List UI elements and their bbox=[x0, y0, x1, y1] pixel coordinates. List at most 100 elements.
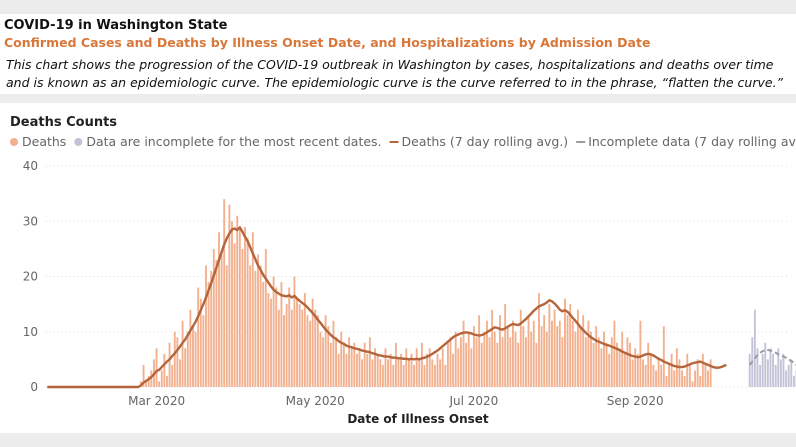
deaths-bar[interactable] bbox=[694, 370, 696, 387]
incomplete-bar[interactable] bbox=[769, 348, 772, 387]
incomplete-bar[interactable] bbox=[756, 348, 759, 387]
incomplete-bar[interactable] bbox=[759, 364, 762, 387]
deaths-bar[interactable] bbox=[233, 243, 236, 387]
deaths-bar[interactable] bbox=[168, 342, 171, 387]
deaths-bar[interactable] bbox=[519, 309, 522, 387]
deaths-bar[interactable] bbox=[384, 348, 387, 387]
deaths-bar[interactable] bbox=[660, 364, 663, 387]
deaths-bar[interactable] bbox=[363, 342, 366, 387]
deaths-bar[interactable] bbox=[629, 342, 631, 387]
deaths-bar[interactable] bbox=[558, 320, 561, 387]
deaths-bar[interactable] bbox=[215, 259, 218, 387]
incomplete-bar[interactable] bbox=[792, 375, 795, 387]
deaths-bar[interactable] bbox=[314, 309, 317, 387]
deaths-bar[interactable] bbox=[379, 359, 382, 388]
deaths-bar[interactable] bbox=[392, 364, 395, 387]
deaths-bar[interactable] bbox=[228, 204, 231, 387]
deaths-bar[interactable] bbox=[486, 320, 488, 387]
deaths-bar[interactable] bbox=[176, 337, 179, 387]
deaths-bar[interactable] bbox=[707, 370, 709, 387]
deaths-bar[interactable] bbox=[504, 304, 507, 388]
deaths-bar[interactable] bbox=[223, 199, 226, 387]
deaths-bar[interactable] bbox=[592, 342, 595, 387]
deaths-bar[interactable] bbox=[186, 331, 189, 387]
deaths-bar[interactable] bbox=[366, 353, 369, 387]
deaths-bar[interactable] bbox=[420, 342, 423, 387]
deaths-bar[interactable] bbox=[610, 337, 613, 387]
deaths-bar[interactable] bbox=[642, 359, 644, 388]
deaths-bar[interactable] bbox=[212, 248, 215, 388]
deaths-bar[interactable] bbox=[249, 265, 252, 387]
deaths-bar[interactable] bbox=[426, 353, 429, 387]
deaths-bar[interactable] bbox=[246, 237, 249, 387]
deaths-bar[interactable] bbox=[147, 375, 150, 387]
deaths-bar[interactable] bbox=[428, 348, 431, 387]
deaths-bar[interactable] bbox=[189, 309, 192, 387]
deaths-bar[interactable] bbox=[192, 326, 194, 387]
deaths-bar[interactable] bbox=[454, 331, 457, 387]
deaths-bar[interactable] bbox=[293, 276, 296, 388]
deaths-bar[interactable] bbox=[444, 364, 447, 387]
deaths-bar[interactable] bbox=[678, 359, 681, 388]
deaths-bar[interactable] bbox=[244, 226, 246, 387]
deaths-bar[interactable] bbox=[439, 359, 442, 388]
deaths-bar[interactable] bbox=[446, 342, 449, 387]
deaths-bar[interactable] bbox=[623, 353, 626, 387]
deaths-bar[interactable] bbox=[545, 331, 548, 387]
deaths-bar[interactable] bbox=[418, 359, 421, 388]
deaths-bar[interactable] bbox=[514, 331, 517, 387]
incomplete-bar[interactable] bbox=[779, 359, 782, 388]
deaths-bar[interactable] bbox=[301, 309, 304, 387]
deaths-bar[interactable] bbox=[506, 326, 509, 387]
deaths-bar[interactable] bbox=[142, 364, 145, 387]
deaths-bar[interactable] bbox=[280, 282, 283, 387]
deaths-bar[interactable] bbox=[337, 353, 340, 387]
incomplete-bar[interactable] bbox=[766, 359, 769, 388]
deaths-bar[interactable] bbox=[290, 309, 293, 387]
deaths-bar[interactable] bbox=[324, 315, 327, 387]
deaths-bar[interactable] bbox=[475, 337, 478, 387]
deaths-bar[interactable] bbox=[335, 337, 337, 387]
deaths-bar[interactable] bbox=[431, 359, 434, 388]
deaths-bar[interactable] bbox=[480, 342, 483, 387]
deaths-bar[interactable] bbox=[241, 248, 244, 388]
deaths-bar[interactable] bbox=[613, 320, 616, 387]
deaths-bar[interactable] bbox=[597, 337, 600, 387]
deaths-bar[interactable] bbox=[400, 353, 403, 387]
deaths-bar[interactable] bbox=[415, 348, 418, 387]
deaths-bar[interactable] bbox=[254, 270, 257, 387]
deaths-bar[interactable] bbox=[394, 342, 397, 387]
deaths-bar[interactable] bbox=[621, 331, 624, 387]
deaths-bar[interactable] bbox=[652, 364, 655, 387]
deaths-bar[interactable] bbox=[595, 326, 598, 387]
incomplete-bar[interactable] bbox=[772, 353, 775, 387]
deaths-bar[interactable] bbox=[311, 298, 314, 387]
deaths-bar[interactable] bbox=[551, 320, 553, 387]
deaths-bar[interactable] bbox=[329, 342, 332, 387]
deaths-bar[interactable] bbox=[616, 342, 618, 387]
deaths-bar[interactable] bbox=[218, 232, 220, 387]
deaths-bar[interactable] bbox=[407, 359, 410, 388]
deaths-bar[interactable] bbox=[699, 375, 702, 387]
deaths-bar[interactable] bbox=[553, 309, 556, 387]
deaths-bar[interactable] bbox=[410, 353, 413, 387]
deaths-bar[interactable] bbox=[548, 304, 551, 388]
deaths-bar[interactable] bbox=[202, 315, 205, 387]
deaths-bar[interactable] bbox=[496, 342, 499, 387]
deaths-bar[interactable] bbox=[556, 326, 559, 387]
deaths-bar[interactable] bbox=[603, 331, 605, 387]
deaths-bar[interactable] bbox=[376, 353, 379, 387]
deaths-bar[interactable] bbox=[535, 342, 538, 387]
deaths-bar[interactable] bbox=[340, 331, 343, 387]
deaths-bar[interactable] bbox=[647, 342, 650, 387]
deaths-bar[interactable] bbox=[499, 315, 501, 387]
legend-item-1[interactable]: Data are incomplete for the most recent … bbox=[86, 134, 381, 149]
deaths-bar[interactable] bbox=[691, 381, 694, 387]
deaths-bar[interactable] bbox=[704, 364, 707, 387]
deaths-bar[interactable] bbox=[681, 370, 683, 387]
deaths-bar[interactable] bbox=[657, 359, 660, 388]
deaths-bar[interactable] bbox=[306, 315, 309, 387]
deaths-bar[interactable] bbox=[264, 248, 267, 388]
deaths-bar[interactable] bbox=[600, 348, 603, 387]
deaths-bar[interactable] bbox=[309, 320, 311, 387]
